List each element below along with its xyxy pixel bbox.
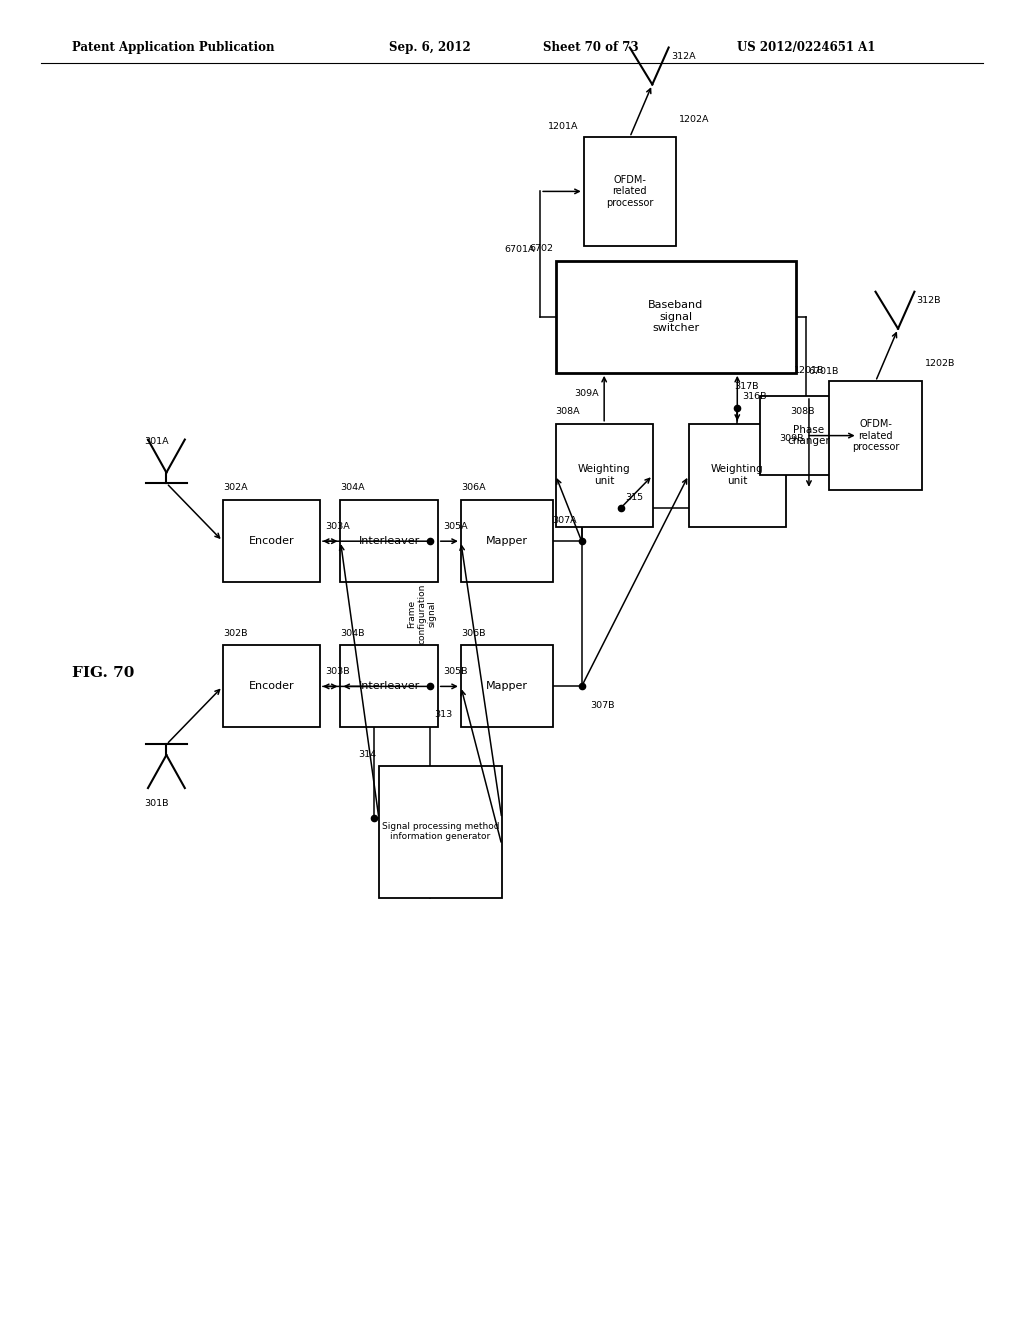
Text: 303A: 303A [326, 521, 350, 531]
Text: 301A: 301A [143, 437, 169, 446]
FancyBboxPatch shape [461, 645, 553, 727]
Text: 302B: 302B [223, 628, 247, 638]
Text: Patent Application Publication: Patent Application Publication [72, 41, 274, 54]
Text: Phase
changer: Phase changer [787, 425, 830, 446]
Text: 301B: 301B [144, 799, 168, 808]
Text: 307B: 307B [590, 701, 614, 710]
FancyBboxPatch shape [340, 645, 438, 727]
Text: Mapper: Mapper [485, 536, 528, 546]
Text: 312B: 312B [916, 296, 941, 305]
Text: 306A: 306A [461, 483, 485, 492]
Text: Weighting
unit: Weighting unit [711, 465, 764, 486]
Text: 302A: 302A [223, 483, 248, 492]
FancyBboxPatch shape [223, 645, 319, 727]
Text: US 2012/0224651 A1: US 2012/0224651 A1 [737, 41, 876, 54]
FancyBboxPatch shape [555, 261, 797, 372]
Text: 6701A: 6701A [505, 246, 535, 253]
Text: FIG. 70: FIG. 70 [72, 667, 134, 680]
Text: 304B: 304B [340, 628, 365, 638]
Text: 309B: 309B [779, 434, 804, 442]
Text: 6701B: 6701B [809, 367, 839, 376]
FancyBboxPatch shape [379, 766, 502, 898]
FancyBboxPatch shape [760, 396, 858, 475]
FancyBboxPatch shape [829, 381, 922, 490]
Text: 314: 314 [358, 750, 377, 759]
FancyBboxPatch shape [461, 500, 553, 582]
Text: Sheet 70 of 73: Sheet 70 of 73 [543, 41, 638, 54]
Text: 308B: 308B [791, 407, 814, 416]
Text: OFDM-
related
processor: OFDM- related processor [852, 418, 899, 453]
Text: Encoder: Encoder [249, 681, 294, 692]
Text: 307A: 307A [552, 516, 577, 525]
Text: 306B: 306B [461, 628, 485, 638]
Text: 1201B: 1201B [794, 366, 824, 375]
Text: Frame
configuration
signal: Frame configuration signal [407, 583, 437, 644]
FancyBboxPatch shape [340, 500, 438, 582]
Text: Weighting
unit: Weighting unit [578, 465, 631, 486]
Text: 305B: 305B [442, 667, 467, 676]
Text: 304A: 304A [340, 483, 366, 492]
Text: Baseband
signal
switcher: Baseband signal switcher [648, 300, 703, 334]
Text: Signal processing method
information generator: Signal processing method information gen… [382, 822, 499, 841]
FancyBboxPatch shape [223, 500, 319, 582]
FancyBboxPatch shape [584, 137, 676, 246]
Text: 315: 315 [626, 492, 644, 502]
Text: OFDM-
related
processor: OFDM- related processor [606, 174, 653, 209]
Text: 305A: 305A [442, 521, 468, 531]
Text: Encoder: Encoder [249, 536, 294, 546]
Text: 317B: 317B [734, 381, 758, 391]
Text: Interleaver: Interleaver [358, 681, 420, 692]
Text: 1202A: 1202A [679, 115, 710, 124]
Text: 6702: 6702 [529, 244, 553, 253]
Text: 312A: 312A [671, 51, 695, 61]
Text: 308A: 308A [555, 407, 581, 416]
Text: 303B: 303B [326, 667, 350, 676]
Text: 1202B: 1202B [925, 359, 955, 368]
Text: 1201A: 1201A [548, 121, 579, 131]
Text: Interleaver: Interleaver [358, 536, 420, 546]
Text: Mapper: Mapper [485, 681, 528, 692]
Text: 313: 313 [434, 710, 453, 719]
Text: Sep. 6, 2012: Sep. 6, 2012 [389, 41, 471, 54]
FancyBboxPatch shape [688, 424, 786, 527]
Text: 316B: 316B [742, 392, 767, 401]
Text: 309A: 309A [574, 389, 599, 399]
FancyBboxPatch shape [555, 424, 653, 527]
